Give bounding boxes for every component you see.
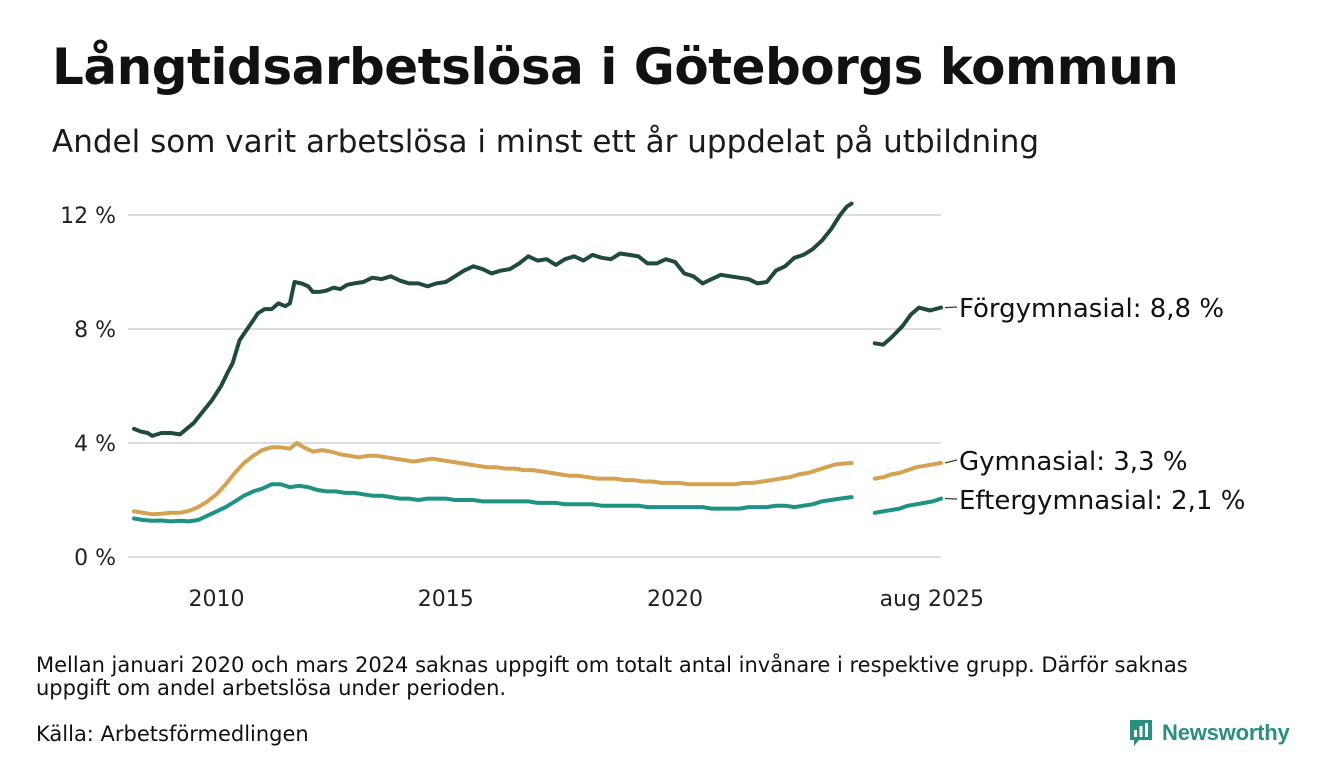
y-tick-label: 8 % xyxy=(74,318,116,343)
series-label-leader xyxy=(944,306,958,309)
x-tick-label: 2020 xyxy=(647,587,703,612)
series-label-leader xyxy=(944,459,958,464)
series-label-forgymnasial: Förgymnasial: 8,8 % xyxy=(959,294,1224,324)
y-axis-ticks: 0 % 4 % 8 % 12 % xyxy=(60,204,116,571)
series-line-eftergymnasial xyxy=(132,482,854,524)
chart-subtitle: Andel som varit arbetslösa i minst ett å… xyxy=(52,124,1040,160)
x-tick-label: aug 2025 xyxy=(880,587,984,612)
line-chart: 0 % 4 % 8 % 12 % 2010 2015 2020 aug 2025 Förgy… xyxy=(60,201,1245,612)
x-axis-ticks: 2010 2015 2020 aug 2025 xyxy=(189,587,984,612)
x-tick-label: 2015 xyxy=(418,587,474,612)
series-line-forgymnasial xyxy=(872,305,943,347)
y-tick-label: 12 % xyxy=(60,204,116,229)
series-labels: Förgymnasial: 8,8 % Gymnasial: 3,3 % Efter… xyxy=(944,294,1245,516)
newsworthy-brand-name: Newsworthy xyxy=(1162,720,1290,745)
footnote: Mellan januari 2020 och mars 2024 saknas… xyxy=(36,653,1188,700)
series-line-gymnasial xyxy=(132,441,854,517)
series-label-gymnasial: Gymnasial: 3,3 % xyxy=(959,447,1188,477)
series-line-forgymnasial xyxy=(132,201,854,438)
series-lines xyxy=(132,201,943,524)
chart-title: Långtidsarbetslösa i Göteborgs kommun xyxy=(52,38,1179,96)
series-line-gymnasial xyxy=(872,461,943,481)
x-tick-label: 2010 xyxy=(189,587,245,612)
source-text: Källa: Arbetsförmedlingen xyxy=(36,722,309,746)
series-label-eftergymnasial: Eftergymnasial: 2,1 % xyxy=(959,486,1245,516)
y-tick-label: 0 % xyxy=(74,546,116,571)
series-line-eftergymnasial xyxy=(872,496,943,515)
newsworthy-logo[interactable]: Newsworthy xyxy=(1128,716,1290,750)
newsworthy-logo-icon xyxy=(1130,720,1152,746)
y-tick-label: 4 % xyxy=(74,432,116,457)
grid-lines xyxy=(128,214,941,558)
